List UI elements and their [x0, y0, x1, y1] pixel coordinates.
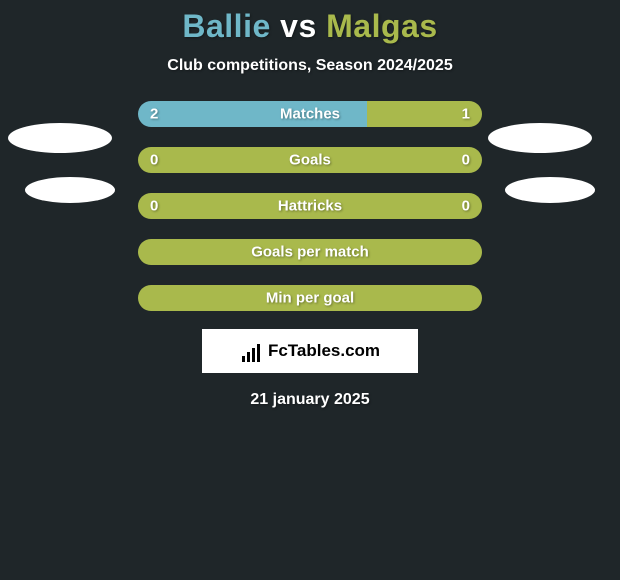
bar-chart-icon — [240, 340, 262, 362]
stat-bar: Min per goal — [138, 285, 482, 311]
stat-value-b: 0 — [462, 152, 470, 169]
stat-label: Goals — [289, 152, 331, 169]
stat-value-a: 0 — [150, 198, 158, 215]
subtitle: Club competitions, Season 2024/2025 — [167, 57, 452, 75]
stat-value-b: 1 — [462, 106, 470, 123]
logo-text: FcTables.com — [268, 341, 380, 361]
stat-bar: Goals per match — [138, 239, 482, 265]
stat-row: Min per goal — [0, 285, 620, 311]
vs-separator: vs — [280, 8, 317, 44]
stat-label: Min per goal — [266, 290, 354, 307]
comparison-title: Ballie vs Malgas — [182, 8, 437, 45]
player-oval — [505, 177, 595, 203]
date-label: 21 january 2025 — [250, 391, 369, 409]
player-oval — [488, 123, 592, 153]
stat-bar: Matches 2 1 — [138, 101, 482, 127]
stat-value-a: 0 — [150, 152, 158, 169]
stat-value-b: 0 — [462, 198, 470, 215]
stat-label: Hattricks — [278, 198, 342, 215]
player-oval — [25, 177, 115, 203]
stat-bar: Hattricks 0 0 — [138, 193, 482, 219]
stat-bar: Goals 0 0 — [138, 147, 482, 173]
player-a-name: Ballie — [182, 8, 270, 44]
stat-row: Goals per match — [0, 239, 620, 265]
fctables-logo: FcTables.com — [202, 329, 418, 373]
player-oval — [8, 123, 112, 153]
player-b-name: Malgas — [326, 8, 437, 44]
stat-label: Goals per match — [251, 244, 369, 261]
stat-value-a: 2 — [150, 106, 158, 123]
stat-label: Matches — [280, 106, 340, 123]
